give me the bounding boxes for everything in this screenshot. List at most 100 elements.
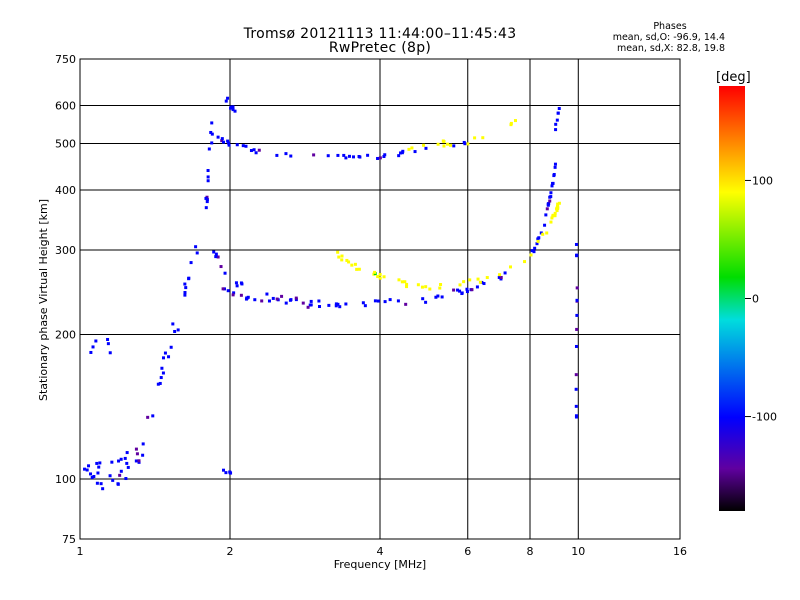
data-point-o — [363, 304, 367, 308]
data-point-o — [575, 313, 579, 317]
y-tick-label: 750 — [55, 53, 76, 66]
x-tick-label: 10 — [571, 545, 585, 558]
data-point-o — [233, 109, 237, 113]
chart-title: Tromsø 20121113 11:44:00–11:45:43 — [243, 26, 517, 42]
data-point-o — [156, 382, 160, 386]
data-point-o — [404, 302, 408, 306]
data-point-o — [91, 345, 95, 349]
data-point-o — [357, 154, 361, 158]
data-point-o — [399, 151, 403, 155]
data-point-o — [452, 144, 456, 148]
data-point-o — [106, 337, 110, 341]
data-point-o — [376, 156, 380, 160]
data-point-x — [466, 142, 470, 146]
y-tick-label: 300 — [55, 244, 76, 257]
data-point-x — [476, 277, 480, 281]
data-point-x — [545, 231, 549, 235]
data-point-o — [108, 351, 112, 355]
data-point-o — [135, 452, 139, 456]
data-point-x — [337, 255, 341, 259]
data-point-o — [554, 128, 558, 132]
data-point-o — [543, 223, 547, 227]
data-point-o — [556, 111, 560, 115]
colorbar-tick-label: 0 — [752, 293, 759, 306]
data-point-o — [220, 137, 224, 141]
data-point-o — [284, 301, 288, 305]
data-point-o — [222, 140, 226, 144]
data-point-o — [413, 150, 417, 154]
y-axis: 75 100 200 300 400 500 600 750 — [55, 53, 76, 546]
data-point-o — [275, 297, 279, 301]
data-point-o — [550, 184, 554, 188]
data-point-o — [275, 153, 279, 157]
data-point-x — [557, 201, 561, 205]
data-point-o — [183, 293, 187, 297]
data-point-o — [574, 387, 578, 391]
data-point-x — [446, 142, 450, 146]
data-point-o — [118, 473, 122, 477]
data-point-x — [555, 209, 559, 213]
data-point-o — [344, 302, 348, 306]
data-point-o — [226, 96, 230, 100]
x-tick-label: 1 — [77, 545, 84, 558]
data-point-x — [416, 283, 420, 287]
data-point-o — [239, 293, 243, 297]
data-point-o — [119, 469, 123, 473]
data-point-o — [241, 144, 245, 148]
data-point-o — [532, 250, 536, 254]
data-point-o — [344, 156, 348, 160]
data-point-o — [141, 453, 145, 457]
data-point-o — [224, 471, 228, 475]
data-point-o — [187, 277, 191, 281]
data-point-o — [99, 482, 103, 486]
data-point-x — [498, 273, 502, 277]
data-point-o — [119, 457, 123, 461]
data-point-o — [194, 245, 198, 249]
data-point-o — [92, 475, 96, 479]
data-point-o — [245, 296, 249, 300]
data-point-o — [220, 139, 224, 143]
data-point-o — [106, 342, 110, 346]
data-point-x — [553, 211, 557, 215]
data-point-x — [462, 280, 466, 284]
data-point-o — [226, 139, 230, 143]
y-tick-label: 200 — [55, 329, 76, 342]
data-point-o — [216, 255, 220, 259]
data-point-o — [373, 299, 377, 303]
data-point-o — [440, 295, 444, 299]
data-point-o — [530, 249, 534, 253]
data-point-x — [550, 216, 554, 220]
data-point-x — [405, 282, 409, 286]
data-point-o — [452, 288, 456, 292]
data-point-o — [366, 153, 370, 157]
y-axis-label: Stationary phase Virtual Height [km] — [37, 199, 50, 401]
data-point-o — [214, 255, 218, 259]
data-point-o — [503, 271, 507, 275]
phase-stats-x: mean, sd,X: 82.8, 19.8 — [616, 43, 725, 54]
data-point-o — [574, 373, 578, 377]
data-point-o — [336, 153, 340, 157]
data-point-o — [221, 468, 225, 472]
data-point-o — [378, 156, 382, 160]
data-point-o — [195, 251, 199, 255]
data-point-o — [312, 153, 316, 157]
data-point-o — [475, 285, 479, 289]
data-point-o — [209, 130, 213, 134]
data-point-x — [340, 258, 344, 262]
data-point-o — [163, 351, 167, 355]
data-point-o — [553, 162, 557, 166]
data-point-o — [553, 165, 557, 169]
data-point-x — [428, 287, 432, 291]
data-point-o — [536, 237, 540, 241]
data-point-o — [212, 250, 216, 254]
data-point-o — [116, 482, 120, 486]
data-point-o — [183, 291, 187, 295]
data-point-o — [134, 459, 138, 463]
data-point-o — [224, 99, 228, 103]
data-point-o — [137, 459, 141, 463]
data-point-o — [227, 143, 231, 147]
data-point-o — [232, 291, 236, 295]
data-point-o — [342, 153, 346, 157]
data-point-o — [289, 154, 293, 158]
data-point-o — [207, 147, 211, 151]
